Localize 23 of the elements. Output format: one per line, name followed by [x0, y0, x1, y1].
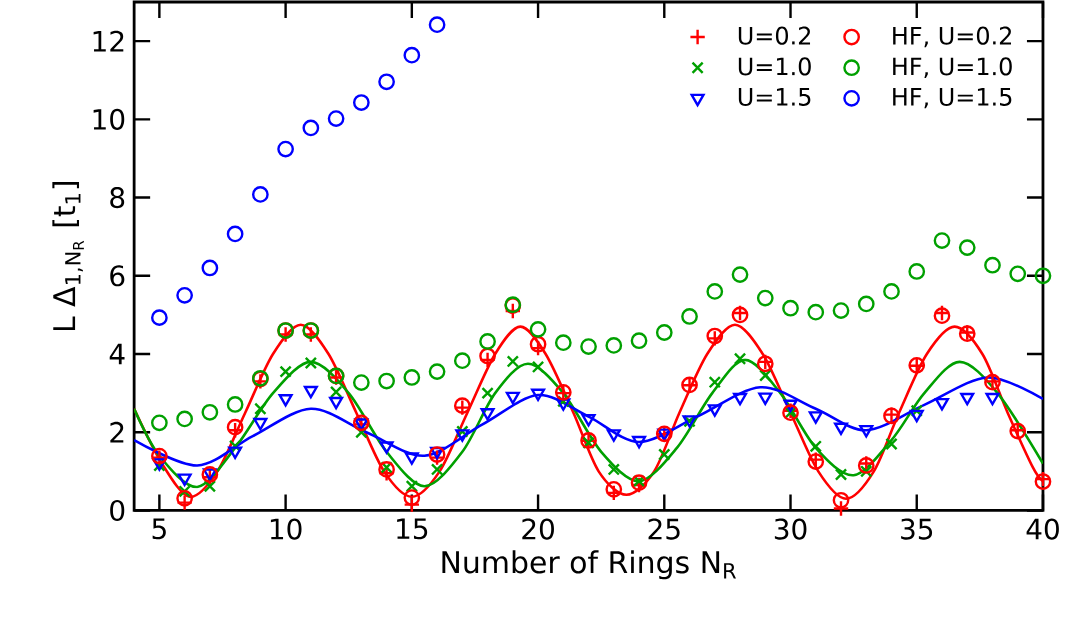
- y-tick-label: 10: [93, 108, 125, 131]
- y-tick-label: 8: [110, 187, 125, 209]
- y-tick-label: 6: [110, 265, 125, 287]
- legend-label: U=1.5: [738, 88, 811, 107]
- x-tick-label: 15: [397, 518, 428, 540]
- legend-label: U=1.0: [738, 57, 811, 76]
- y-axis-title: $\text{L }\text{Δ}_{\text{1,N}_{\text{R}}}\text{ [t}_{\text{1}}\text{]}$: [52, 182, 84, 331]
- y-tick-label: 2: [110, 422, 124, 443]
- x-tick-label: 30: [774, 518, 807, 540]
- x-tick-label: 20: [522, 518, 554, 540]
- y-tick-label: 4: [109, 344, 125, 365]
- x-tick-label: 40: [1026, 518, 1059, 540]
- y-tick-label: 12: [93, 30, 124, 52]
- legend-label: HF, U=0.2: [893, 26, 1011, 48]
- legend-label: HF, U=1.5: [893, 88, 1012, 109]
- x-axis-title: Number of Rings N$_{R}$: [442, 550, 736, 580]
- x-tick-label: 5: [152, 518, 166, 540]
- x-tick-label: 25: [648, 518, 680, 540]
- y-tick-label: 0: [110, 500, 125, 522]
- x-tick-label: 10: [270, 518, 302, 540]
- x-tick-label: 35: [901, 518, 933, 540]
- legend-label: HF, U=1.0: [893, 57, 1012, 79]
- legend-label: U=0.2: [738, 26, 811, 45]
